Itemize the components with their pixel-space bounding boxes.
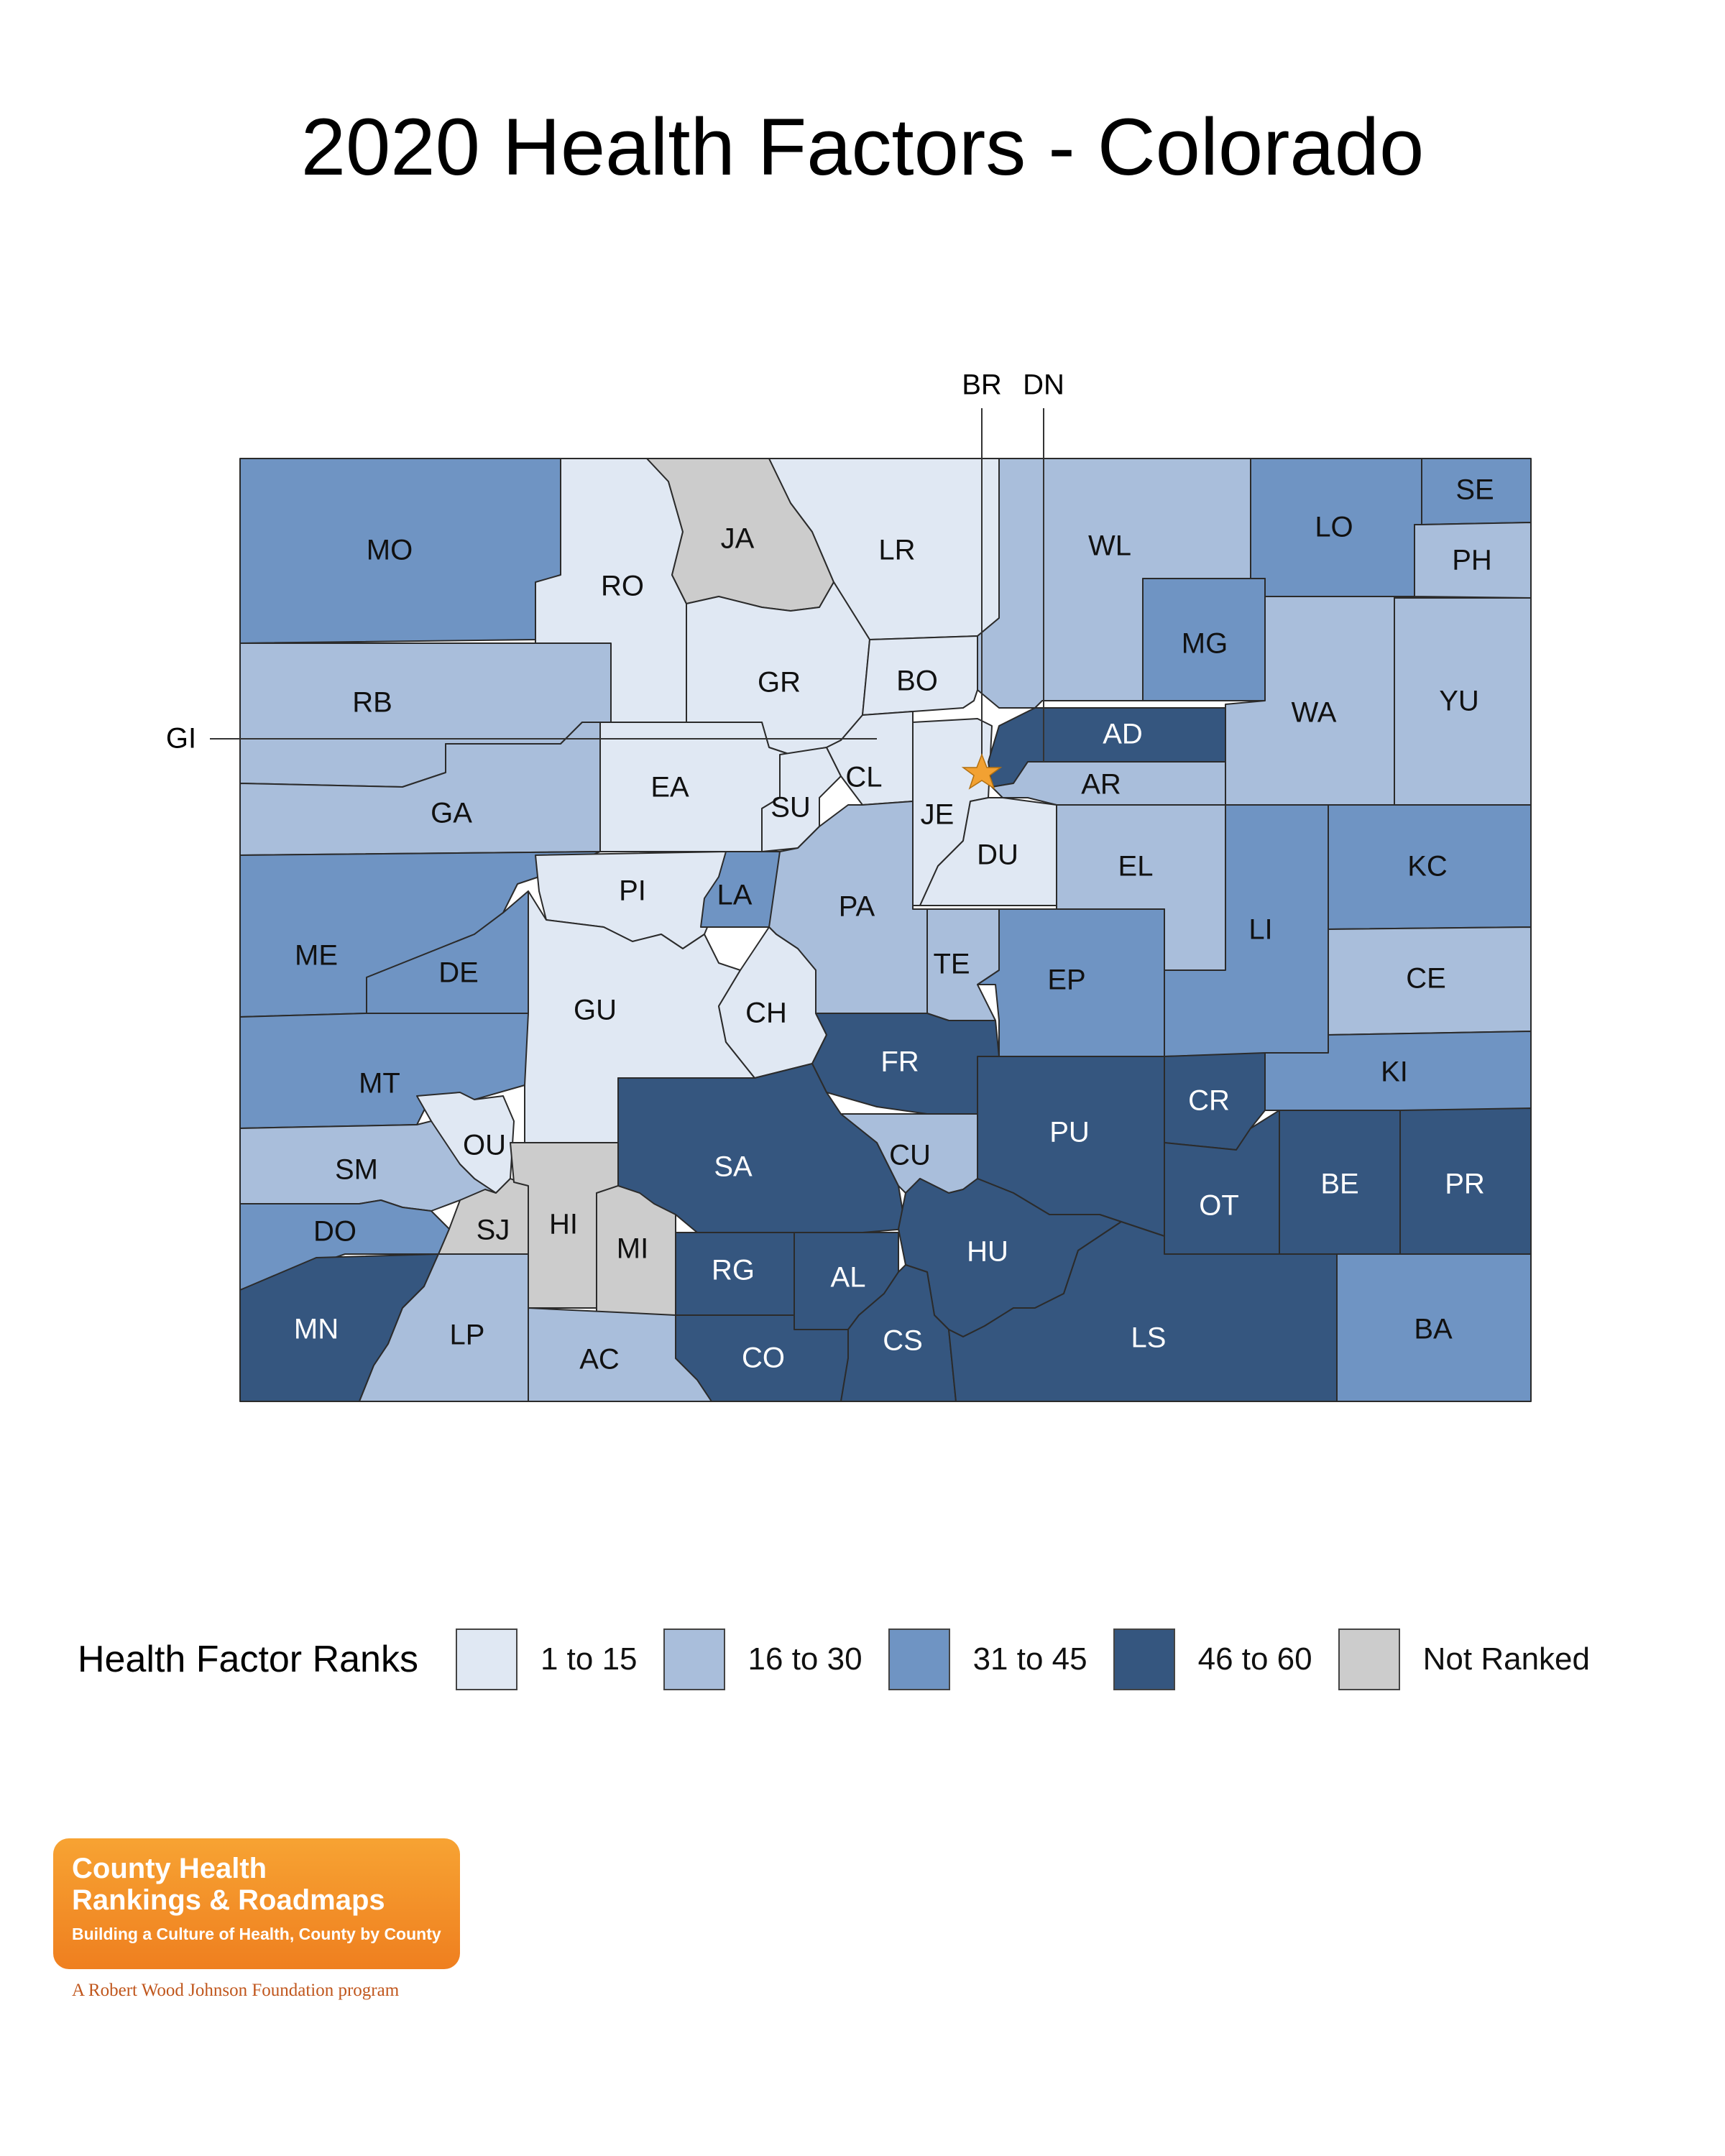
county-label-MI: MI — [617, 1233, 648, 1265]
county-label-PA: PA — [839, 891, 875, 923]
county-AR[interactable] — [991, 761, 1226, 806]
county-label-HU: HU — [967, 1236, 1008, 1268]
county-EP[interactable] — [977, 908, 1165, 1057]
county-label-HI: HI — [549, 1209, 578, 1240]
county-label-PR: PR — [1445, 1169, 1485, 1200]
county-label-AC: AC — [579, 1344, 620, 1376]
county-label-CR: CR — [1188, 1085, 1230, 1117]
county-label-BA: BA — [1414, 1314, 1453, 1345]
callout-label-dn: DN — [1023, 369, 1064, 401]
legend-item-1-15: 1 to 15 — [455, 1628, 638, 1690]
county-label-PU: PU — [1049, 1117, 1090, 1148]
county-label-OT: OT — [1199, 1190, 1239, 1222]
legend-swatch — [663, 1628, 725, 1690]
county-label-SA: SA — [714, 1151, 753, 1183]
county-label-WL: WL — [1088, 530, 1131, 562]
county-label-GU: GU — [574, 995, 617, 1026]
county-label-CL: CL — [845, 762, 882, 793]
county-label-RG: RG — [712, 1255, 755, 1286]
county-label-AR: AR — [1081, 769, 1121, 801]
county-label-CS: CS — [883, 1325, 923, 1357]
county-label-KI: KI — [1381, 1056, 1408, 1088]
legend-label: Not Ranked — [1422, 1641, 1590, 1677]
logo-foundation-text: A Robert Wood Johnson Foundation program — [72, 1981, 400, 2000]
county-label-LR: LR — [878, 535, 915, 566]
county-label-SU: SU — [770, 792, 811, 824]
county-health-rankings-logo[interactable]: County Health Rankings & Roadmaps Buildi… — [53, 1838, 460, 1969]
county-label-CO: CO — [742, 1342, 785, 1374]
legend-item-31-45: 31 to 45 — [888, 1628, 1087, 1690]
county-label-LA: LA — [717, 880, 753, 911]
legend-label: 31 to 45 — [972, 1641, 1087, 1677]
county-labels: MO RO JA LR WL LO SE PH RB GR BO MG WA Y… — [294, 474, 1494, 1376]
county-label-LS: LS — [1131, 1322, 1167, 1354]
legend-label: 1 to 15 — [540, 1641, 638, 1677]
county-LP[interactable] — [359, 1253, 529, 1402]
county-label-RB: RB — [352, 687, 392, 719]
legend-swatch — [888, 1628, 950, 1690]
county-CS[interactable] — [840, 1264, 957, 1402]
page-title: 2020 Health Factors - Colorado — [300, 102, 1425, 192]
county-label-PH: PH — [1452, 545, 1492, 576]
callout-label-br: BR — [962, 369, 1002, 401]
county-label-GA: GA — [431, 798, 472, 829]
county-label-GR: GR — [758, 667, 801, 699]
county-label-DO: DO — [313, 1216, 356, 1248]
county-label-MN: MN — [294, 1314, 339, 1345]
county-label-LO: LO — [1315, 512, 1353, 543]
county-label-DE: DE — [438, 957, 479, 989]
county-label-ME: ME — [295, 940, 338, 972]
county-label-RO: RO — [601, 571, 644, 602]
county-label-BO: BO — [896, 665, 938, 697]
county-label-CE: CE — [1406, 963, 1446, 995]
county-label-LP: LP — [450, 1319, 485, 1351]
legend: Health Factor Ranks 1 to 15 16 to 30 31 … — [78, 1626, 1616, 1693]
county-label-TE: TE — [933, 949, 970, 980]
callout-label-gi: GI — [166, 723, 196, 755]
legend-item-16-30: 16 to 30 — [663, 1628, 862, 1690]
legend-label: 46 to 60 — [1197, 1641, 1312, 1677]
county-label-AL: AL — [831, 1262, 866, 1294]
county-label-KC: KC — [1407, 851, 1448, 883]
county-label-BE: BE — [1320, 1169, 1358, 1200]
legend-swatch — [455, 1628, 518, 1690]
county-label-DU: DU — [977, 839, 1018, 871]
logo-line2: Rankings & Roadmaps — [72, 1884, 385, 1916]
county-label-WA: WA — [1292, 697, 1337, 729]
county-label-OU: OU — [463, 1130, 506, 1161]
county-label-EA: EA — [650, 772, 689, 803]
legend-item-not-ranked: Not Ranked — [1338, 1628, 1590, 1690]
logo-line1: County Health — [72, 1853, 267, 1884]
logo-tagline: Building a Culture of Health, County by … — [72, 1925, 441, 1943]
county-label-PI: PI — [619, 875, 646, 907]
county-label-MO: MO — [367, 535, 413, 566]
legend-swatch — [1113, 1628, 1175, 1690]
county-label-MT: MT — [359, 1068, 400, 1100]
county-label-MG: MG — [1182, 628, 1228, 660]
legend-swatch — [1338, 1628, 1400, 1690]
legend-item-46-60: 46 to 60 — [1113, 1628, 1312, 1690]
county-label-YU: YU — [1439, 686, 1479, 717]
county-label-SJ: SJ — [477, 1215, 510, 1246]
county-label-JA: JA — [721, 523, 755, 555]
county-label-LI: LI — [1248, 914, 1272, 946]
legend-label: 16 to 30 — [748, 1641, 862, 1677]
county-BA[interactable] — [1336, 1253, 1532, 1402]
county-label-AD: AD — [1103, 719, 1143, 750]
county-label-SM: SM — [335, 1154, 378, 1186]
county-label-EP: EP — [1047, 964, 1085, 996]
county-label-EL: EL — [1118, 851, 1154, 883]
county-label-JE: JE — [921, 799, 954, 831]
county-label-FR: FR — [880, 1046, 919, 1078]
county-label-CU: CU — [889, 1140, 931, 1171]
county-label-CH: CH — [745, 998, 787, 1029]
legend-title: Health Factor Ranks — [78, 1639, 418, 1680]
capital-star-icon — [961, 752, 1003, 790]
county-label-SE: SE — [1455, 474, 1494, 506]
